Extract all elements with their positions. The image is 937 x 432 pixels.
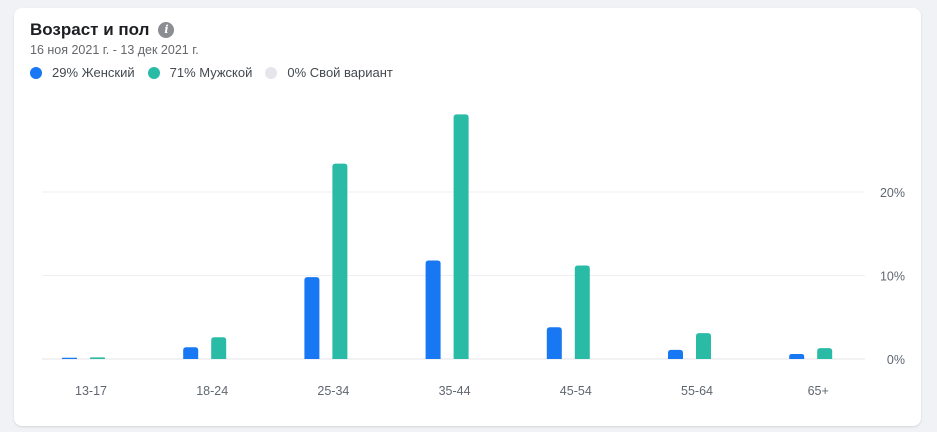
bar-male xyxy=(817,348,833,359)
bar-male xyxy=(453,114,469,359)
bar-female xyxy=(546,327,562,359)
legend-label-custom: 0% Свой вариант xyxy=(287,65,393,80)
bar-female xyxy=(183,347,199,359)
x-tick-label: 18-24 xyxy=(196,384,228,398)
bar-male xyxy=(696,333,711,359)
x-tick-label: 55-64 xyxy=(681,384,713,398)
info-icon[interactable]: i xyxy=(158,22,175,38)
legend-item-female[interactable]: 29% Женский xyxy=(30,65,135,80)
x-tick-label: 35-44 xyxy=(439,384,471,398)
legend-item-custom[interactable]: 0% Свой вариант xyxy=(265,65,393,80)
y-tick-label: 10% xyxy=(880,270,905,284)
x-tick-label: 45-54 xyxy=(560,384,592,398)
legend-dot-male xyxy=(147,66,160,79)
bar-female xyxy=(62,357,77,359)
legend-label-female: 29% Женский xyxy=(52,65,135,80)
title-row: Возраст и пол i xyxy=(30,20,175,40)
legend-label-male: 71% Мужской xyxy=(169,65,253,80)
bar-female xyxy=(789,353,805,359)
legend: 29% Женский 71% Мужской 0% Свой вариант xyxy=(30,65,406,80)
bar-female xyxy=(304,277,320,359)
x-tick-label: 25-34 xyxy=(317,384,349,398)
legend-dot-female xyxy=(30,66,42,79)
x-tick-label: 13-17 xyxy=(75,384,107,398)
y-tick-label: 0% xyxy=(887,353,905,367)
legend-dot-custom xyxy=(265,66,278,79)
bar-female xyxy=(668,349,683,359)
bar-male xyxy=(332,163,348,359)
x-tick-label: 65+ xyxy=(808,384,829,398)
legend-item-male[interactable]: 71% Мужской xyxy=(147,65,253,80)
card-title: Возраст и пол xyxy=(30,20,150,39)
bar-male xyxy=(90,357,105,359)
date-range: 16 ноя 2021 г. - 13 дек 2021 г. xyxy=(30,43,199,57)
bar-male xyxy=(574,265,590,359)
bar-male xyxy=(211,337,227,359)
bar-female xyxy=(425,260,441,359)
y-tick-label: 20% xyxy=(880,186,905,200)
